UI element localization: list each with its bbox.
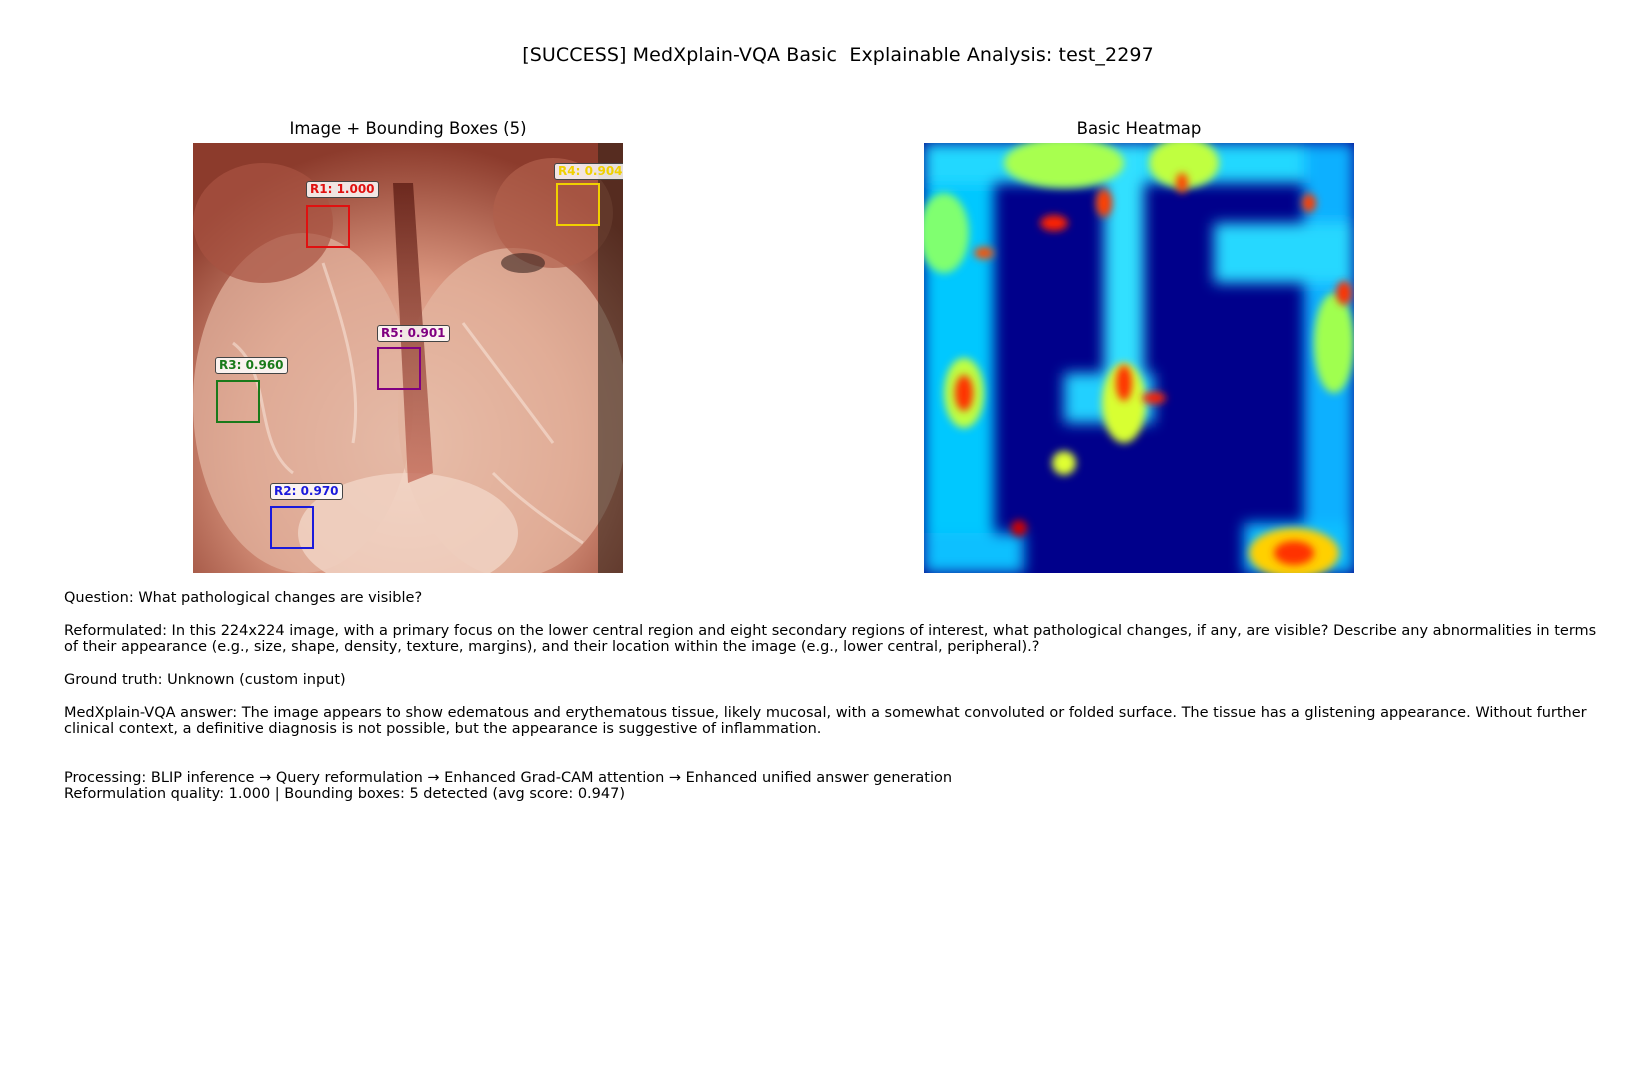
bbox-r2-label: R2: 0.970 xyxy=(270,483,343,500)
tissue-image xyxy=(193,143,623,573)
bbox-r2 xyxy=(270,506,314,549)
bbox-r4 xyxy=(556,183,600,226)
ground-truth-text: Ground truth: Unknown (custom input) xyxy=(64,672,346,688)
heatmap-panel xyxy=(924,143,1354,573)
question-text: Question: What pathological changes are … xyxy=(64,590,423,606)
bbox-r1-label: R1: 1.000 xyxy=(306,181,379,198)
figure-title: [SUCCESS] MedXplain-VQA Basic Explainabl… xyxy=(522,44,1154,66)
bbox-r4-label: R4: 0.904 xyxy=(554,163,623,180)
bbox-r5-label: R5: 0.901 xyxy=(377,325,450,342)
right-panel-title: Basic Heatmap xyxy=(1076,119,1202,138)
reformulated-text: Reformulated: In this 224x224 image, wit… xyxy=(64,623,1597,655)
heatmap-image xyxy=(924,143,1354,573)
bbox-r3-label: R3: 0.960 xyxy=(215,357,288,374)
quality-text: Reformulation quality: 1.000 | Bounding … xyxy=(64,786,625,802)
processing-text: Processing: BLIP inference → Query refor… xyxy=(64,770,953,786)
tissue-image-panel: R1: 1.000 R2: 0.970 R3: 0.960 R4: 0.904 … xyxy=(193,143,623,573)
answer-text: MedXplain-VQA answer: The image appears … xyxy=(64,705,1587,737)
left-panel-title: Image + Bounding Boxes (5) xyxy=(289,119,527,138)
bbox-r1 xyxy=(306,205,350,248)
bbox-r3 xyxy=(216,380,260,423)
bbox-r5 xyxy=(377,347,421,390)
